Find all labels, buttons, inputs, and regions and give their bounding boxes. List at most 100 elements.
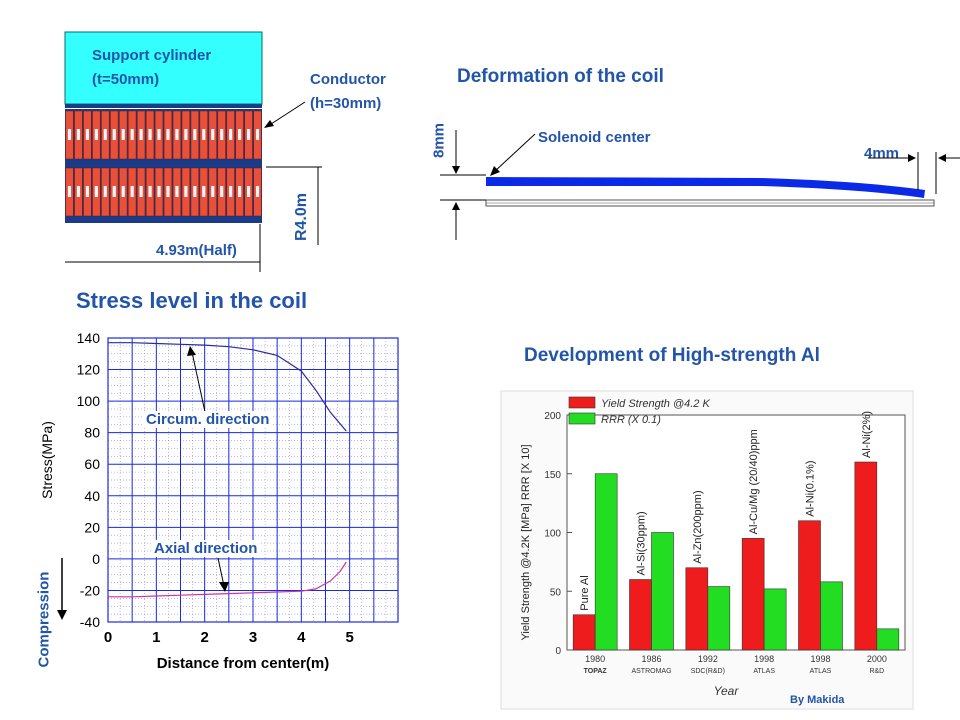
conductor-bottom-edge (65, 218, 262, 223)
bar-yield (629, 579, 652, 651)
conductor-core (121, 186, 125, 197)
category-label: 1998 (754, 654, 774, 664)
legend-label: RRR (X 0.1) (601, 414, 661, 426)
plot-frame (566, 414, 906, 651)
conductor-core (246, 186, 251, 197)
coil-section-diagram (64, 31, 322, 272)
series-line-axial (108, 561, 347, 598)
category-label: 1986 (641, 654, 661, 664)
axial-direction-label: Axial direction (152, 540, 260, 557)
category-sublabel: R&D (869, 668, 884, 675)
y-tick-label: 80 (84, 425, 100, 441)
bar-yield (572, 614, 596, 651)
conductor-core (85, 186, 89, 197)
deformed-coil (486, 177, 925, 198)
conductor-core (175, 129, 179, 140)
y-tick-label: 60 (84, 456, 100, 472)
bar-rrr (763, 588, 787, 651)
credit-label: By Makida (790, 694, 845, 706)
conductor-core (121, 129, 125, 140)
conductor-core (166, 129, 170, 140)
compression-label: Compression (35, 571, 53, 668)
solenoid-center-label: Solenoid center (538, 129, 651, 146)
deformation-title: Deformation of the coil (457, 66, 664, 87)
category-sublabel: ATLAS (810, 668, 832, 675)
conductor-core (67, 129, 72, 140)
bar-annotation: Al-Zn(200ppm) (692, 490, 704, 563)
x-tick-label: 4 (297, 629, 306, 646)
conductor-core (67, 186, 72, 197)
axial-arrow-line (217, 557, 225, 587)
circum-direction-label: Circum. direction (144, 411, 272, 428)
conductor-core (211, 186, 215, 197)
circum-arrow-line (191, 351, 206, 413)
conductor-core (202, 129, 206, 140)
legend-swatch (568, 396, 596, 409)
conductor-core (184, 129, 188, 140)
category-label: 2000 (867, 654, 887, 664)
bar-yield (685, 567, 709, 651)
category-label: 1992 (698, 654, 718, 664)
conductor-core (229, 129, 233, 140)
legend-swatch (568, 412, 596, 425)
y-axis-label: Yield Strength @4.2K [MPa] RRR [X 10] (520, 444, 532, 640)
conductor-core (193, 129, 197, 140)
axial-arrow-head (219, 582, 229, 592)
conductor-core (139, 186, 143, 197)
compression-arrow-head (57, 610, 67, 620)
conductor-core (166, 186, 170, 197)
conductor-core (175, 186, 179, 197)
strength-chart: 0 50 100 150 200 1980 TOPAZ Pure Al 1986 ASTROMAG… (500, 390, 914, 710)
conductor-core (103, 186, 107, 197)
bar-rrr (820, 581, 843, 651)
category-sublabel: ASTROMAG (631, 668, 671, 675)
bar-yield (741, 538, 765, 651)
y-tick-label: 0 (555, 646, 561, 657)
conductor-core (246, 129, 251, 140)
conductor-core (220, 186, 224, 197)
deformation-diagram (440, 130, 960, 240)
conductor-core (94, 129, 98, 140)
conductor-core (238, 129, 242, 140)
conductor-core (76, 186, 81, 197)
x-axis-label: Year (714, 684, 740, 698)
legend-label: Yield Strength @4.2 K (601, 398, 710, 410)
right-dim-arrow-right (938, 154, 946, 162)
series-line-circum (108, 342, 347, 432)
conductor-core (76, 129, 81, 140)
left-dim-arrow-top (452, 166, 460, 174)
right-dim-arrow-left (908, 154, 916, 162)
bar-annotation: Al-Ni(2%) (861, 411, 873, 458)
y-tick-label: 150 (544, 470, 561, 481)
y-axis-label: Stress(MPa) (39, 421, 55, 499)
strength-chart-title: Development of High-strength Al (524, 345, 820, 366)
conductor-core (229, 186, 233, 197)
conductor-interlayer (65, 161, 262, 166)
stress-chart-title: Stress level in the coil (76, 288, 308, 313)
conductor-arrow-line (267, 101, 306, 127)
conductor-core (103, 129, 107, 140)
support-conductor-gap (65, 104, 262, 108)
support-thickness-label: (t=50mm) (92, 71, 160, 88)
support-cylinder (64, 31, 263, 105)
conductor-core (148, 129, 152, 140)
conductor-core (202, 186, 206, 197)
conductor-core (255, 129, 260, 140)
center-arrow-head (490, 166, 500, 176)
radius-label: R4.0m (293, 192, 310, 242)
bar-rrr (594, 473, 618, 651)
bar-annotation: Al-Cu/Mg (20/40)ppm (748, 429, 760, 534)
conductor-core (148, 186, 152, 197)
conductor-core (94, 186, 98, 197)
left-dim-arrow-bottom (452, 202, 460, 210)
y-tick-label: 40 (84, 488, 100, 504)
conductor-core (255, 186, 260, 197)
conductor-label: Conductor (310, 71, 386, 88)
conductor-core (238, 186, 242, 197)
y-tick-label: 200 (544, 411, 561, 422)
bar-yield (854, 461, 878, 651)
category-label: 1980 (585, 654, 605, 664)
category-sublabel: ATLAS (753, 668, 775, 675)
bar-rrr (707, 586, 731, 651)
